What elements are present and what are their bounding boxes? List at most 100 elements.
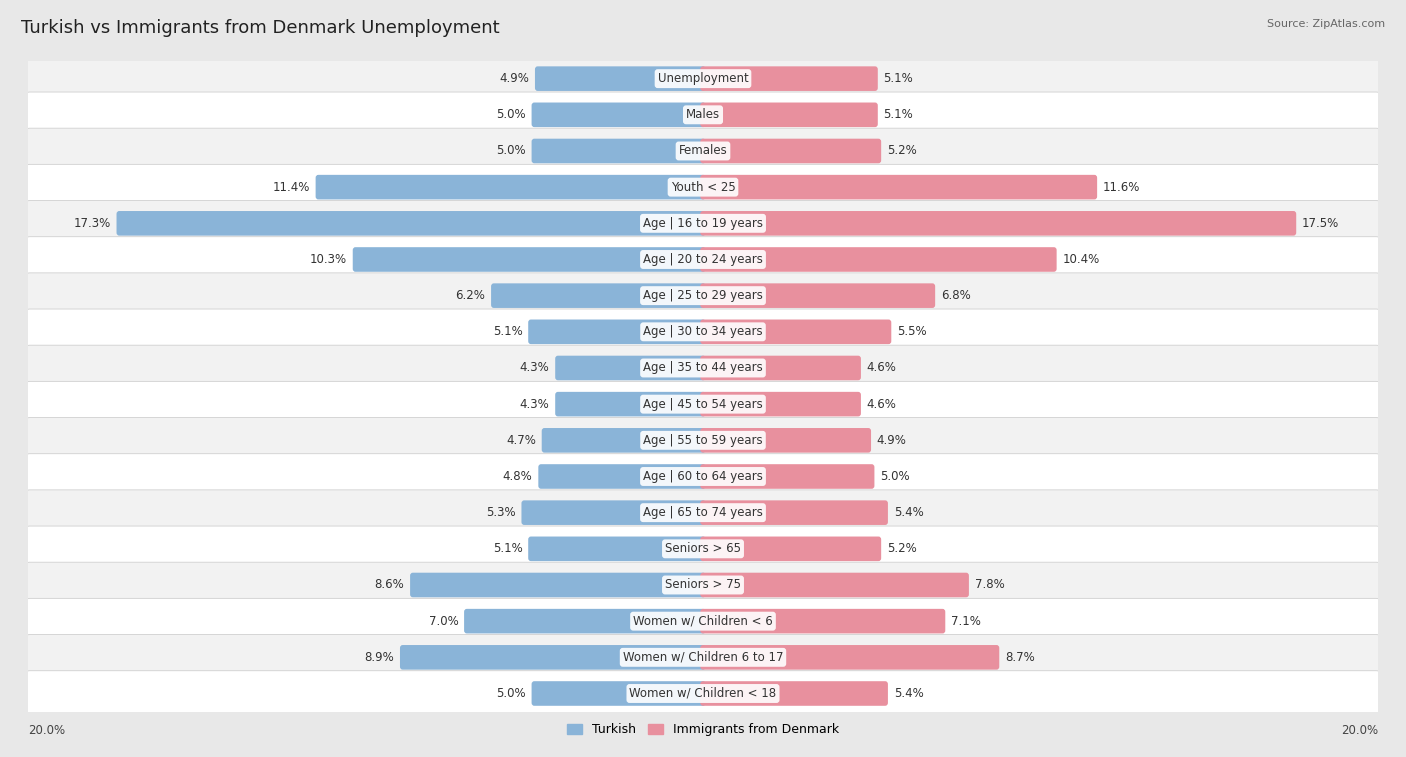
FancyBboxPatch shape bbox=[700, 139, 882, 164]
Text: 5.2%: 5.2% bbox=[887, 542, 917, 556]
Text: Seniors > 65: Seniors > 65 bbox=[665, 542, 741, 556]
FancyBboxPatch shape bbox=[529, 319, 706, 344]
FancyBboxPatch shape bbox=[25, 273, 1381, 319]
Text: 5.1%: 5.1% bbox=[883, 72, 914, 85]
FancyBboxPatch shape bbox=[700, 500, 889, 525]
FancyBboxPatch shape bbox=[700, 319, 891, 344]
FancyBboxPatch shape bbox=[700, 356, 860, 380]
FancyBboxPatch shape bbox=[531, 139, 706, 164]
Text: 5.2%: 5.2% bbox=[887, 145, 917, 157]
FancyBboxPatch shape bbox=[555, 356, 706, 380]
Text: 4.9%: 4.9% bbox=[877, 434, 907, 447]
FancyBboxPatch shape bbox=[25, 490, 1381, 535]
Text: Age | 45 to 54 years: Age | 45 to 54 years bbox=[643, 397, 763, 410]
Text: 10.3%: 10.3% bbox=[309, 253, 347, 266]
Text: Age | 35 to 44 years: Age | 35 to 44 years bbox=[643, 362, 763, 375]
Legend: Turkish, Immigrants from Denmark: Turkish, Immigrants from Denmark bbox=[561, 718, 845, 741]
Text: 5.1%: 5.1% bbox=[492, 326, 523, 338]
FancyBboxPatch shape bbox=[491, 283, 706, 308]
Text: Age | 25 to 29 years: Age | 25 to 29 years bbox=[643, 289, 763, 302]
Text: 5.3%: 5.3% bbox=[486, 506, 516, 519]
Text: 8.9%: 8.9% bbox=[364, 651, 394, 664]
FancyBboxPatch shape bbox=[464, 609, 706, 634]
FancyBboxPatch shape bbox=[25, 526, 1381, 572]
Text: Age | 60 to 64 years: Age | 60 to 64 years bbox=[643, 470, 763, 483]
Text: 6.8%: 6.8% bbox=[941, 289, 970, 302]
Text: Age | 16 to 19 years: Age | 16 to 19 years bbox=[643, 217, 763, 230]
Text: 4.3%: 4.3% bbox=[520, 362, 550, 375]
FancyBboxPatch shape bbox=[25, 201, 1381, 246]
FancyBboxPatch shape bbox=[25, 634, 1381, 680]
FancyBboxPatch shape bbox=[25, 598, 1381, 644]
Text: Women w/ Children 6 to 17: Women w/ Children 6 to 17 bbox=[623, 651, 783, 664]
FancyBboxPatch shape bbox=[25, 128, 1381, 174]
FancyBboxPatch shape bbox=[700, 248, 1057, 272]
Text: Turkish vs Immigrants from Denmark Unemployment: Turkish vs Immigrants from Denmark Unemp… bbox=[21, 19, 499, 37]
Text: 5.5%: 5.5% bbox=[897, 326, 927, 338]
Text: 7.1%: 7.1% bbox=[950, 615, 981, 628]
FancyBboxPatch shape bbox=[117, 211, 706, 235]
Text: Males: Males bbox=[686, 108, 720, 121]
Text: Women w/ Children < 6: Women w/ Children < 6 bbox=[633, 615, 773, 628]
FancyBboxPatch shape bbox=[700, 537, 882, 561]
Text: 5.4%: 5.4% bbox=[894, 506, 924, 519]
Text: 20.0%: 20.0% bbox=[1341, 724, 1378, 737]
Text: Seniors > 75: Seniors > 75 bbox=[665, 578, 741, 591]
FancyBboxPatch shape bbox=[700, 573, 969, 597]
FancyBboxPatch shape bbox=[25, 418, 1381, 463]
FancyBboxPatch shape bbox=[522, 500, 706, 525]
Text: 8.6%: 8.6% bbox=[374, 578, 405, 591]
FancyBboxPatch shape bbox=[25, 92, 1381, 138]
Text: Youth < 25: Youth < 25 bbox=[671, 181, 735, 194]
FancyBboxPatch shape bbox=[700, 211, 1296, 235]
Text: 5.0%: 5.0% bbox=[880, 470, 910, 483]
FancyBboxPatch shape bbox=[700, 102, 877, 127]
Text: 4.6%: 4.6% bbox=[866, 397, 897, 410]
FancyBboxPatch shape bbox=[25, 671, 1381, 716]
FancyBboxPatch shape bbox=[534, 67, 706, 91]
FancyBboxPatch shape bbox=[700, 175, 1097, 199]
FancyBboxPatch shape bbox=[353, 248, 706, 272]
Text: 4.6%: 4.6% bbox=[866, 362, 897, 375]
FancyBboxPatch shape bbox=[700, 681, 889, 706]
FancyBboxPatch shape bbox=[399, 645, 706, 670]
Text: 17.5%: 17.5% bbox=[1302, 217, 1339, 230]
FancyBboxPatch shape bbox=[411, 573, 706, 597]
FancyBboxPatch shape bbox=[531, 681, 706, 706]
Text: 5.1%: 5.1% bbox=[492, 542, 523, 556]
Text: Age | 55 to 59 years: Age | 55 to 59 years bbox=[643, 434, 763, 447]
Text: 7.0%: 7.0% bbox=[429, 615, 458, 628]
Text: 5.0%: 5.0% bbox=[496, 687, 526, 700]
Text: 5.0%: 5.0% bbox=[496, 145, 526, 157]
Text: Age | 20 to 24 years: Age | 20 to 24 years bbox=[643, 253, 763, 266]
Text: 6.2%: 6.2% bbox=[456, 289, 485, 302]
Text: 11.6%: 11.6% bbox=[1102, 181, 1140, 194]
FancyBboxPatch shape bbox=[25, 56, 1381, 101]
FancyBboxPatch shape bbox=[538, 464, 706, 489]
FancyBboxPatch shape bbox=[531, 102, 706, 127]
FancyBboxPatch shape bbox=[25, 237, 1381, 282]
Text: Females: Females bbox=[679, 145, 727, 157]
FancyBboxPatch shape bbox=[700, 464, 875, 489]
FancyBboxPatch shape bbox=[25, 345, 1381, 391]
FancyBboxPatch shape bbox=[700, 645, 1000, 670]
FancyBboxPatch shape bbox=[25, 309, 1381, 354]
Text: 4.7%: 4.7% bbox=[506, 434, 536, 447]
Text: 4.8%: 4.8% bbox=[503, 470, 533, 483]
Text: 5.1%: 5.1% bbox=[883, 108, 914, 121]
Text: 17.3%: 17.3% bbox=[73, 217, 111, 230]
Text: Age | 30 to 34 years: Age | 30 to 34 years bbox=[643, 326, 763, 338]
FancyBboxPatch shape bbox=[25, 164, 1381, 210]
Text: 4.3%: 4.3% bbox=[520, 397, 550, 410]
Text: Women w/ Children < 18: Women w/ Children < 18 bbox=[630, 687, 776, 700]
FancyBboxPatch shape bbox=[541, 428, 706, 453]
Text: Unemployment: Unemployment bbox=[658, 72, 748, 85]
Text: 5.0%: 5.0% bbox=[496, 108, 526, 121]
Text: 20.0%: 20.0% bbox=[28, 724, 65, 737]
Text: 10.4%: 10.4% bbox=[1063, 253, 1099, 266]
FancyBboxPatch shape bbox=[700, 609, 945, 634]
FancyBboxPatch shape bbox=[315, 175, 706, 199]
Text: 11.4%: 11.4% bbox=[273, 181, 309, 194]
Text: 5.4%: 5.4% bbox=[894, 687, 924, 700]
FancyBboxPatch shape bbox=[700, 428, 872, 453]
